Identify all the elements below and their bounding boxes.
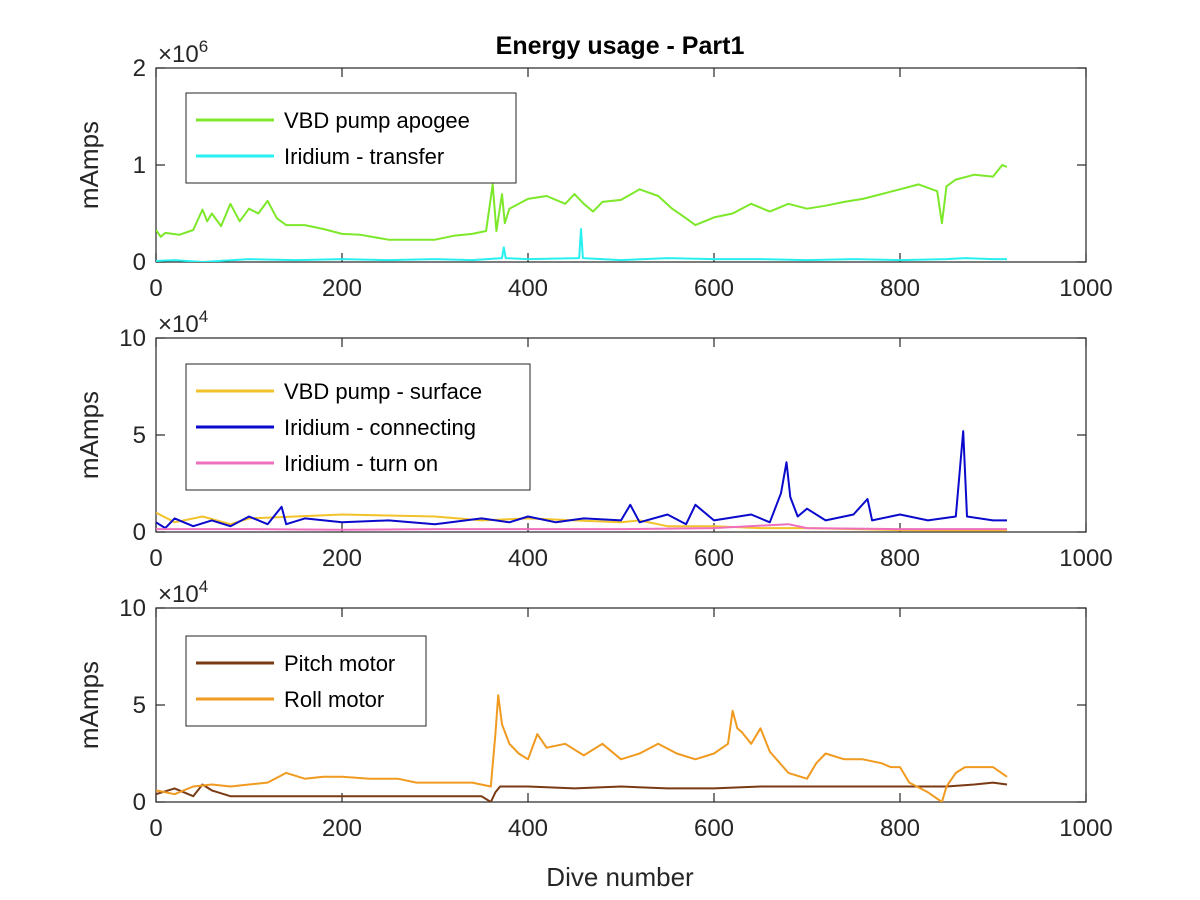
y-exponent-label: ×106 [158, 37, 208, 68]
x-tick-label: 600 [694, 275, 734, 302]
y-tick-label: 0 [133, 249, 146, 276]
y-exponent-label: ×104 [158, 307, 208, 338]
legend-label: Roll motor [284, 687, 384, 712]
x-tick-label: 1000 [1059, 545, 1112, 572]
legend: VBD pump apogee Iridium - transfer [185, 92, 517, 184]
legend-label: Iridium - connecting [284, 415, 476, 440]
legend-box [185, 92, 517, 184]
x-tick-label: 200 [322, 275, 362, 302]
x-tick-label: 1000 [1059, 275, 1112, 302]
legend-label: VBD pump - surface [284, 379, 482, 404]
series-line-iridium-turn-on [156, 523, 1007, 531]
series-line-iridium-transfer [156, 228, 1007, 262]
x-tick-label: 400 [508, 815, 548, 842]
legend-label: Iridium - turn on [284, 451, 438, 476]
panel-3: 0 200 400 600 800 1000 0 5 10 ×104 mAmps Pitch moto… [74, 577, 1113, 842]
y-axis-label: mAmps [74, 121, 104, 209]
y-tick-label: 10 [119, 325, 146, 352]
x-tick-label: 800 [880, 815, 920, 842]
y-tick-label: 1 [133, 152, 146, 179]
y-axis-label: mAmps [74, 661, 104, 749]
legend-label: VBD pump apogee [284, 108, 470, 133]
y-tick-label: 5 [133, 422, 146, 449]
series-line-iridium-connecting [156, 430, 1007, 530]
x-tick-label: 0 [149, 545, 162, 572]
figure-title: Energy usage - Part1 [496, 32, 745, 60]
legend: Pitch motor Roll motor [185, 635, 427, 727]
x-axis-label: Dive number [546, 862, 694, 892]
series-line-vbd-pump-apogee [156, 164, 1008, 241]
y-tick-label: 5 [133, 692, 146, 719]
legend-box [185, 635, 427, 727]
y-tick-label: 10 [119, 595, 146, 622]
y-exponent-label: ×104 [158, 577, 208, 608]
legend-label: Iridium - transfer [284, 144, 444, 169]
y-tick-label: 2 [133, 55, 146, 82]
legend: VBD pump - surface Iridium - connecting Ir… [185, 363, 531, 491]
x-tick-label: 600 [694, 545, 734, 572]
legend-label: Pitch motor [284, 651, 395, 676]
x-tick-label: 400 [508, 275, 548, 302]
x-tick-label: 800 [880, 275, 920, 302]
x-tick-label: 400 [508, 545, 548, 572]
x-tick-label: 200 [322, 815, 362, 842]
y-axis-label: mAmps [74, 391, 104, 479]
x-tick-label: 1000 [1059, 815, 1112, 842]
panel-2: 0 200 400 600 800 1000 0 5 10 ×104 mAmps VBD pump -… [74, 307, 1113, 572]
x-tick-label: 800 [880, 545, 920, 572]
x-tick-label: 200 [322, 545, 362, 572]
x-tick-label: 0 [149, 815, 162, 842]
panel-1: 0 200 400 600 800 1000 0 1 2 ×106 mAmps VBD pump ap… [74, 37, 1113, 302]
y-tick-label: 0 [133, 519, 146, 546]
x-tick-label: 600 [694, 815, 734, 842]
series-line-pitch-motor [156, 781, 1008, 802]
y-tick-label: 0 [133, 789, 146, 816]
series-line-roll-motor [156, 694, 1008, 802]
x-tick-label: 0 [149, 275, 162, 302]
